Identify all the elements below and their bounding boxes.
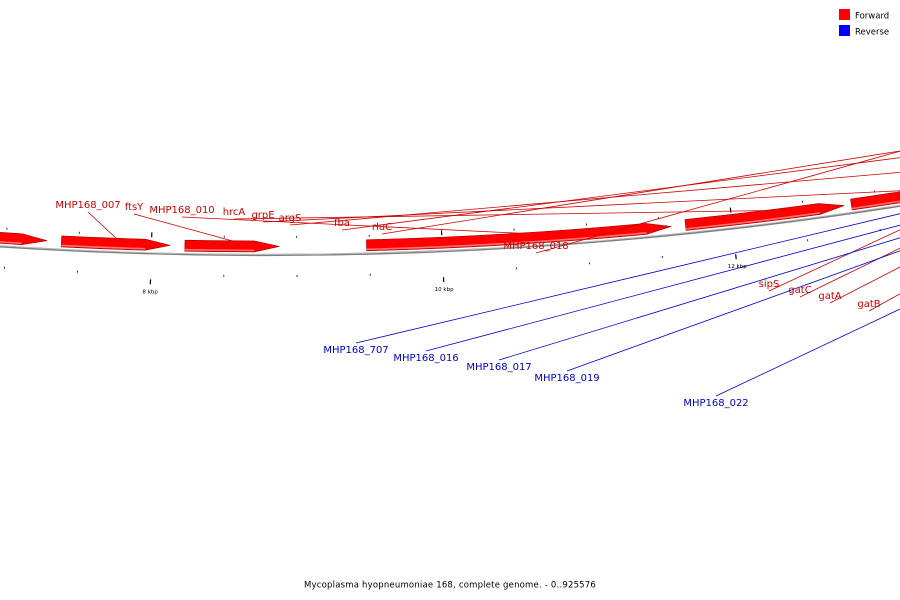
forward-gene <box>184 239 280 253</box>
major-tick <box>729 207 732 213</box>
forward-leader-line <box>289 171 900 226</box>
forward-genes <box>0 191 900 253</box>
reverse-gene-label: MHP168_016 <box>393 353 458 364</box>
scale-tick-label: 10 kbp <box>435 287 454 293</box>
genome-backbone <box>0 204 900 257</box>
reverse-leader-line <box>498 237 900 361</box>
forward-gene-label: sipS <box>759 279 780 290</box>
major-ticks <box>149 207 737 285</box>
forward-leader-line <box>87 211 117 239</box>
forward-gene-highlight <box>685 212 820 230</box>
genome-backbone-highlight <box>0 204 900 255</box>
scale-tick-label: 8 kbp <box>142 289 158 295</box>
forward-gene-label: rluC <box>372 222 392 233</box>
forward-gene-label: fba <box>334 218 350 229</box>
forward-gene-highlight <box>0 241 22 245</box>
forward-leader-line <box>799 247 900 298</box>
forward-gene-highlight <box>851 200 900 210</box>
forward-gene <box>366 223 672 252</box>
forward-gene-label: grpE <box>251 210 274 221</box>
reverse-gene-label: MHP168_017 <box>466 362 531 373</box>
forward-leader-line <box>233 210 765 220</box>
forward-gene <box>684 203 845 231</box>
forward-gene-highlight <box>184 248 255 252</box>
legend-reverse-swatch <box>839 25 850 36</box>
scale-tick-label: 12 kbp <box>728 264 747 270</box>
forward-gene-label: gatA <box>818 291 841 302</box>
map-caption: Mycoplasma hyopneumoniae 168, complete g… <box>304 581 596 591</box>
legend-forward-swatch <box>839 9 850 20</box>
forward-gene-highlight <box>366 232 647 251</box>
forward-gene-highlight <box>61 244 146 250</box>
forward-gene <box>850 191 900 211</box>
forward-gene <box>0 232 48 246</box>
label-leader-lines <box>87 150 900 397</box>
gene-labels: MHP168_007 ftsY MHP168_010 hrcA grpE argS fba r… <box>55 200 880 409</box>
forward-gene-label: hrcA <box>223 207 246 218</box>
forward-gene-label: gatB <box>857 299 880 310</box>
legend: Forward Reverse <box>839 9 889 38</box>
minor-ticks <box>3 190 881 277</box>
reverse-leader-line <box>425 224 900 352</box>
forward-leader-line <box>133 213 233 242</box>
forward-gene-label: MHP168_018 <box>503 241 568 252</box>
legend-forward-label: Forward <box>855 12 889 22</box>
forward-gene-label: argS <box>279 213 302 224</box>
forward-gene-label: MHP168_007 <box>55 200 120 211</box>
reverse-gene-label: MHP168_019 <box>534 373 599 384</box>
forward-leader-line <box>262 190 900 223</box>
reverse-gene-label: MHP168_707 <box>323 345 388 356</box>
forward-leader-line <box>181 216 519 234</box>
legend-reverse-label: Reverse <box>855 28 889 38</box>
forward-gene-label: MHP168_010 <box>149 205 214 216</box>
forward-leader-line <box>381 150 900 235</box>
forward-gene-label: ftsY <box>125 202 144 213</box>
reverse-gene-label: MHP168_022 <box>683 398 748 409</box>
major-tick <box>735 254 737 260</box>
forward-leader-line <box>535 150 900 254</box>
reverse-leader-line <box>355 213 900 344</box>
reverse-leader-line <box>566 250 900 372</box>
forward-leader-line <box>341 157 900 231</box>
forward-gene-label: gatC <box>788 285 811 296</box>
forward-leader-line <box>768 229 900 292</box>
